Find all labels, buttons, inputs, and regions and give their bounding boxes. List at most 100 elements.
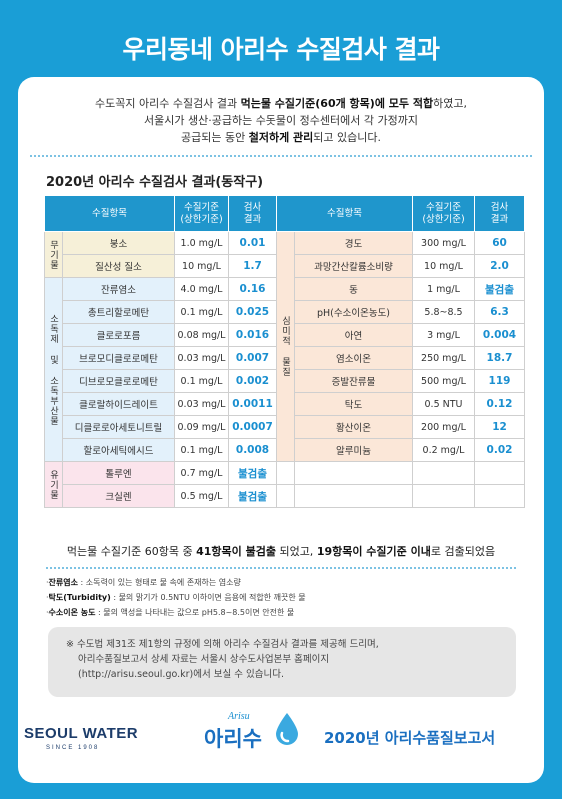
group-disinfectant: 소독제 및 소독부산물 [44,277,63,462]
item-result: 불검출 [228,461,277,485]
info-line2: 아리수품질보고서 상세 자료는 서울시 상수도사업본부 홈페이지 [78,654,330,665]
empty-cell [412,461,475,485]
intro-line3-a: 공급되는 동안 [181,131,249,144]
item-standard: 0.1 mg/L [174,369,229,393]
item-result: 119 [474,369,525,393]
item-result: 불검출 [228,484,277,508]
item-name: 동 [294,277,413,301]
item-standard: 10 mg/L [412,254,475,278]
item-standard: 0.5 NTU [412,392,475,416]
item-name: 디브로모클로로메탄 [62,369,175,393]
item-result: 0.007 [228,346,277,370]
item-standard: 4.0 mg/L [174,277,229,301]
section-title: 2020년 아리수 수질검사 결과(동작구) [46,175,264,190]
item-standard: 1.0 mg/L [174,231,229,255]
table-row: 할로아세틱에시드 0.1 mg/L 0.008 알루미늄 0.2 mg/L 0.… [45,438,525,462]
summary-a: 먹는물 수질기준 60항목 중 [66,545,197,558]
item-standard: 0.09 mg/L [174,415,229,439]
header-result-sub: 결과 [243,213,262,225]
empty-cell [294,484,413,508]
summary-d: 19항목이 수질기준 이내 [316,545,431,558]
intro-line3-b: 철저하게 관리 [248,131,314,144]
intro-line3-c: 되고 있습니다. [313,131,381,144]
item-standard: 0.08 mg/L [174,323,229,347]
item-name: 황산이온 [294,415,413,439]
intro-text: 수도꼭지 아리수 수질검사 결과 먹는물 수질기준(60개 항목)에 모두 적합… [18,95,544,146]
page-title: 우리동네 아리수 수질검사 결과 [122,35,440,64]
item-result: 0.02 [474,438,525,462]
header-standard-left: 수질기준 (상한기준) [174,195,229,232]
header-item-left: 수질항목 [44,195,175,232]
header-result-label: 검사 [490,201,509,213]
item-result: 0.0007 [228,415,277,439]
header-result-left: 검사 결과 [228,195,277,232]
summary-b: 41항목이 불검출 [196,545,276,558]
seoul-water-logo: SEOUL WATER [24,725,139,742]
notes: ·잔류염소 : 소독력이 있는 형태로 물 속에 존재하는 염소량 ·탁도(Tu… [46,567,516,620]
report-card: 수도꼭지 아리수 수질검사 결과 먹는물 수질기준(60개 항목)에 모두 적합… [18,77,544,783]
intro-line1-b: 먹는물 수질기준(60개 항목)에 모두 적합 [240,97,434,110]
item-standard: 0.7 mg/L [174,461,229,485]
group-organic: 유기물 [44,461,63,508]
item-name: 질산성 질소 [62,254,175,278]
item-name: pH(수소이온농도) [294,300,413,324]
note-text: : 물의 액성을 나타내는 값으로 pH5.8~8.5이면 안전한 물 [95,608,295,617]
table-row: 디클로로아세토니트릴 0.09 mg/L 0.0007 황산이온 200 mg/… [45,415,525,439]
item-name: 증발잔류물 [294,369,413,393]
table-row: 클로랄하이드레이트 0.03 mg/L 0.0011 탁도 0.5 NTU 0.… [45,392,525,416]
item-standard: 0.03 mg/L [174,346,229,370]
item-result: 0.12 [474,392,525,416]
header-standard-sub: (상한기준) [180,213,223,225]
empty-cell [474,461,525,485]
item-standard: 0.03 mg/L [174,392,229,416]
item-result: 1.7 [228,254,277,278]
arisu-logo-en: Arisu [228,711,250,722]
item-standard: 0.1 mg/L [174,438,229,462]
divider [30,155,532,157]
item-result: 0.002 [228,369,277,393]
note-term: 수소이온 농도 [48,608,96,617]
item-name: 염소이온 [294,346,413,370]
item-name: 할로아세틱에시드 [62,438,175,462]
item-name: 경도 [294,231,413,255]
header-result-right: 검사 결과 [474,195,525,232]
item-name: 붕소 [62,231,175,255]
intro-line1-a: 수도꼭지 아리수 수질검사 결과 [95,97,241,110]
item-result: 0.008 [228,438,277,462]
info-line1: ※ 수도법 제31조 제1항의 규정에 의해 아리수 수질검사 결과를 제공해 … [66,639,379,650]
item-name: 클로로포름 [62,323,175,347]
intro-line1-c: 하였고, [433,97,467,110]
table-row: 무기물 붕소 1.0 mg/L 0.01 심미적 물질 경도 300 mg/L … [44,231,525,462]
item-result: 60 [474,231,525,255]
item-name: 디클로로아세토니트릴 [62,415,175,439]
item-standard: 0.2 mg/L [412,438,475,462]
item-standard: 5.8~8.5 [412,300,475,324]
item-standard: 3 mg/L [412,323,475,347]
item-standard: 300 mg/L [412,231,475,255]
item-result: 0.01 [228,231,277,255]
header-standard-label: 수질기준 [426,201,461,213]
header-item-right: 수질항목 [276,195,413,232]
item-name: 아연 [294,323,413,347]
summary-text: 먹는물 수질기준 60항목 중 41항목이 불검출 되었고, 19항목이 수질기… [18,543,544,559]
seoul-water-since: SINCE 1908 [46,745,100,751]
item-result: 0.016 [228,323,277,347]
header-standard-right: 수질기준 (상한기준) [412,195,475,232]
water-drop-icon [276,713,298,745]
empty-cell [276,484,295,508]
header-standard-label: 수질기준 [184,201,219,213]
header-standard-sub: (상한기준) [422,213,465,225]
table-row: 총트리할로메탄 0.1 mg/L 0.025 pH(수소이온농도) 5.8~8.… [45,300,525,324]
item-name: 총트리할로메탄 [62,300,175,324]
item-standard: 0.5 mg/L [174,484,229,508]
report-title: 2020년 아리수품질보고서 [324,729,496,747]
item-result: 18.7 [474,346,525,370]
item-name: 톨루엔 [62,461,175,485]
table-header-row: 수질항목 수질기준 (상한기준) 검사 결과 수질항목 수질기준 (상한기준) 검사 결… [44,195,525,232]
item-name: 탁도 [294,392,413,416]
item-result: 불검출 [474,277,525,301]
note-turbidity: ·탁도(Turbidity) : 물의 맑기가 0.5NTU 이하이면 음용에 … [46,593,306,602]
item-standard: 10 mg/L [174,254,229,278]
note-ph: ·수소이온 농도 : 물의 액성을 나타내는 값으로 pH5.8~8.5이면 안… [46,608,295,617]
arisu-logo: 아리수 [204,727,262,751]
